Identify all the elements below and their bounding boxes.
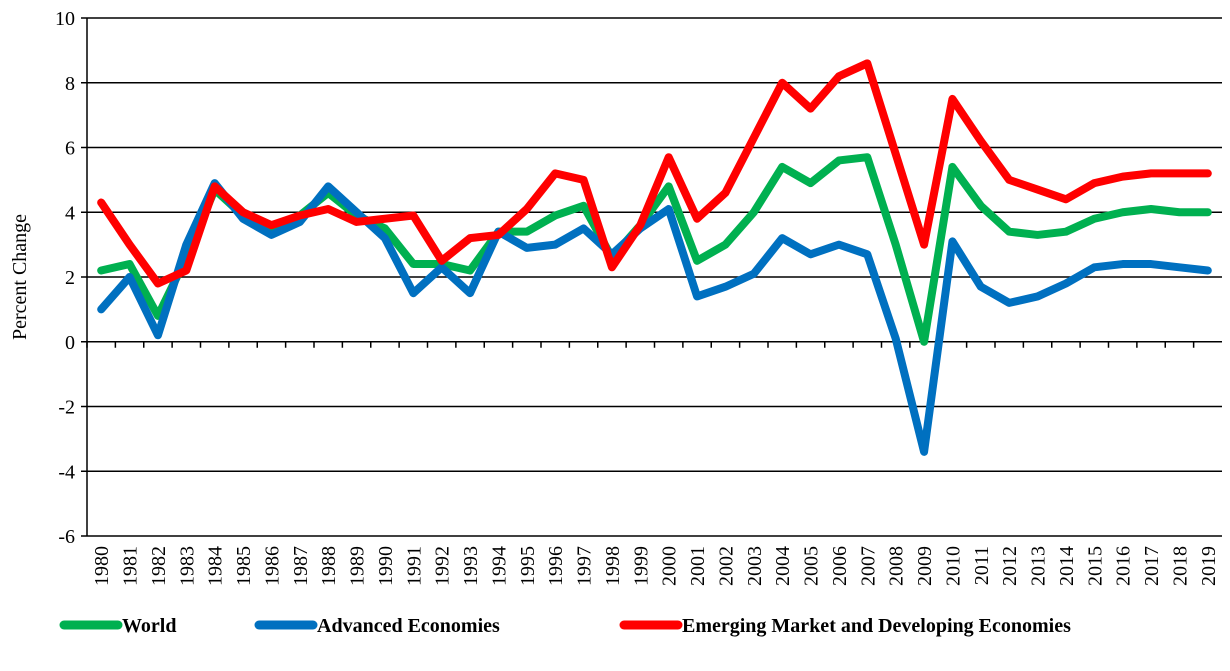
x-tick-label: 2003 [744,546,766,586]
x-tick-label: 1987 [290,546,312,586]
x-tick-label: 2013 [1028,546,1050,586]
legend-label: Emerging Market and Developing Economies [682,615,1071,637]
x-tick-label: 1990 [375,546,397,586]
x-tick-label: 2009 [914,546,936,586]
x-tick-label: 1986 [261,546,283,586]
x-tick-label: 1981 [120,546,142,586]
x-tick-label: 2008 [886,546,908,586]
y-tick-label: -6 [58,526,75,548]
x-tick-label: 1984 [205,546,227,586]
y-tick-label: 2 [65,267,75,289]
x-tick-label: 2017 [1141,546,1163,586]
y-tick-label: -2 [58,397,75,419]
x-tick-label: 2012 [999,546,1021,586]
x-tick-label: 1995 [517,546,539,586]
x-tick-label: 1999 [630,546,652,586]
x-tick-label: 2015 [1084,546,1106,586]
x-tick-label: 1985 [233,546,255,586]
y-tick-label: 6 [65,138,75,160]
x-tick-label: 2006 [829,546,851,586]
x-tick-label: 1983 [176,546,198,586]
x-tick-label: 2001 [687,546,709,586]
x-tick-label: 1992 [432,546,454,586]
x-tick-label: 1980 [91,546,113,586]
x-tick-label: 2000 [659,546,681,586]
legend-label: Advanced Economies [317,615,500,637]
x-tick-label: 2007 [857,546,879,586]
x-tick-label: 2004 [772,546,794,586]
x-tick-label: 1988 [318,546,340,586]
x-tick-label: 2014 [1056,546,1078,586]
x-tick-label: 1998 [602,546,624,586]
y-axis-label: Percent Change [9,214,31,340]
legend-label: World [122,615,176,637]
series-line [97,59,1212,288]
x-tick-label: 2018 [1169,546,1191,586]
x-tick-label: 1993 [460,546,482,586]
y-tick-label: 10 [55,8,75,30]
x-tick-label: 1989 [347,546,369,586]
y-tick-label: 4 [65,202,75,224]
x-tick-label: 1997 [574,546,596,586]
x-tick-label: 2016 [1113,546,1135,586]
y-tick-label: 0 [65,332,75,354]
y-tick-label: 8 [65,73,75,95]
x-tick-label: 1982 [148,546,170,586]
x-tick-label: 1991 [403,546,425,586]
y-tick-label: -4 [58,461,75,483]
series-line [97,179,1212,456]
x-tick-label: 2010 [942,546,964,586]
x-tick-label: 2019 [1198,546,1220,586]
x-tick-label: 2002 [715,546,737,586]
x-tick-label: 2011 [971,546,993,585]
x-tick-label: 1996 [545,546,567,586]
x-tick-label: 2005 [801,546,823,586]
x-tick-label: 1994 [488,546,510,586]
